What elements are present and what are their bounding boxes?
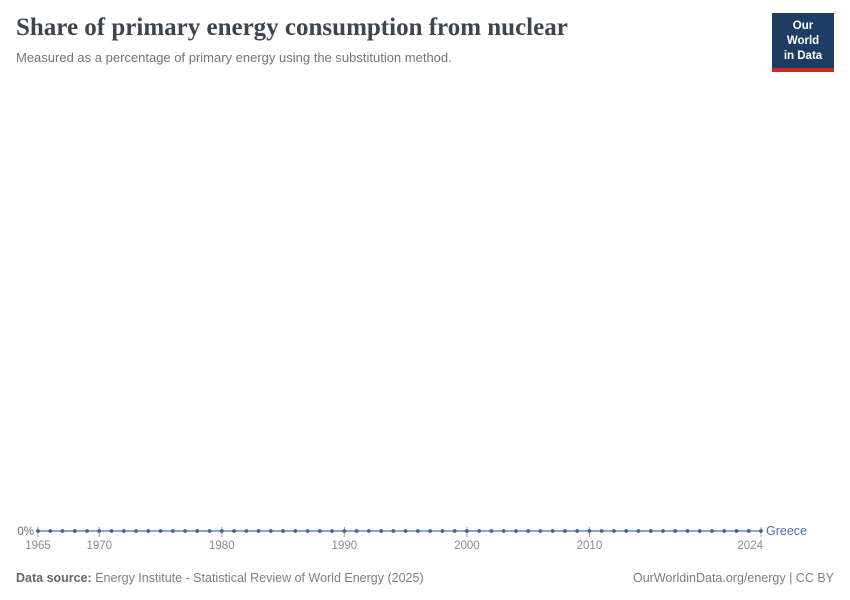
data-source: Data source: Energy Institute - Statisti…: [16, 571, 424, 586]
data-point: [661, 529, 665, 533]
series-label: Greece: [766, 524, 807, 538]
data-point: [158, 529, 163, 533]
data-point: [60, 529, 65, 533]
data-point: [538, 529, 543, 533]
data-point: [526, 529, 531, 533]
x-axis-tick-label: 2000: [454, 540, 480, 552]
data-point: [612, 529, 616, 533]
owid-logo[interactable]: Our World in Data: [772, 13, 834, 72]
data-point: [673, 529, 678, 533]
data-point: [624, 529, 629, 533]
chart-subtitle: Measured as a percentage of primary ener…: [16, 49, 452, 65]
data-point: [219, 529, 224, 533]
data-point: [710, 529, 714, 533]
data-point: [281, 529, 285, 533]
x-axis-tick-label: 1980: [209, 540, 235, 552]
data-point: [415, 529, 420, 533]
data-point: [48, 529, 53, 533]
x-axis-tick-label: 1990: [332, 540, 358, 552]
data-point: [354, 529, 359, 533]
data-point: [587, 529, 592, 533]
data-point: [183, 529, 187, 533]
owid-logo-line1: Our World: [786, 20, 820, 47]
data-point: [244, 529, 249, 533]
data-point: [268, 529, 273, 533]
data-point: [305, 529, 310, 533]
data-point: [72, 529, 77, 533]
data-point: [195, 529, 200, 533]
data-point: [759, 529, 763, 533]
data-point: [722, 529, 727, 533]
data-point: [330, 529, 335, 533]
page-title: Share of primary energy consumption from…: [16, 14, 568, 41]
data-source-label: Data source:: [16, 571, 92, 585]
credit-link[interactable]: OurWorldinData.org/energy | CC BY: [632, 571, 834, 585]
data-point: [97, 529, 102, 533]
chart-footer: Data source: Energy Institute - Statisti…: [16, 571, 834, 586]
data-point: [109, 529, 114, 533]
data-point: [317, 529, 322, 533]
data-source-text: Energy Institute - Statistical Review of…: [95, 571, 424, 585]
x-axis-tick-label: 2010: [577, 540, 603, 552]
data-point: [477, 529, 482, 533]
data-point: [121, 529, 126, 533]
data-point: [648, 529, 653, 533]
x-axis-tick-label: 2024: [737, 540, 763, 552]
data-point: [85, 529, 89, 533]
data-point: [685, 529, 690, 533]
data-point: [146, 529, 151, 533]
data-point: [734, 529, 739, 533]
data-point: [391, 529, 396, 533]
data-point: [379, 529, 384, 533]
owid-logo-line2: in Data: [783, 49, 823, 62]
data-point: [563, 529, 567, 533]
data-point: [428, 529, 433, 533]
data-point: [170, 529, 175, 533]
data-point: [575, 529, 580, 533]
data-point: [232, 529, 236, 533]
x-axis-tick-label: 1965: [25, 540, 51, 552]
data-point: [452, 529, 457, 533]
y-axis-tick-label: 0%: [17, 526, 34, 538]
data-point: [293, 529, 298, 533]
data-point: [697, 529, 702, 533]
data-point: [36, 529, 40, 533]
data-point: [746, 529, 751, 533]
data-point: [636, 529, 641, 533]
x-axis-tick-label: 1970: [86, 540, 112, 552]
data-point: [489, 529, 494, 533]
data-point: [403, 529, 408, 533]
data-point: [134, 529, 138, 533]
data-point: [464, 529, 469, 533]
data-point: [514, 529, 518, 533]
data-point: [599, 529, 604, 533]
data-point: [342, 529, 347, 533]
data-point: [440, 529, 445, 533]
data-point: [207, 529, 212, 533]
data-point: [366, 529, 371, 533]
data-point: [550, 529, 555, 533]
data-point: [501, 529, 506, 533]
data-point: [256, 529, 261, 533]
